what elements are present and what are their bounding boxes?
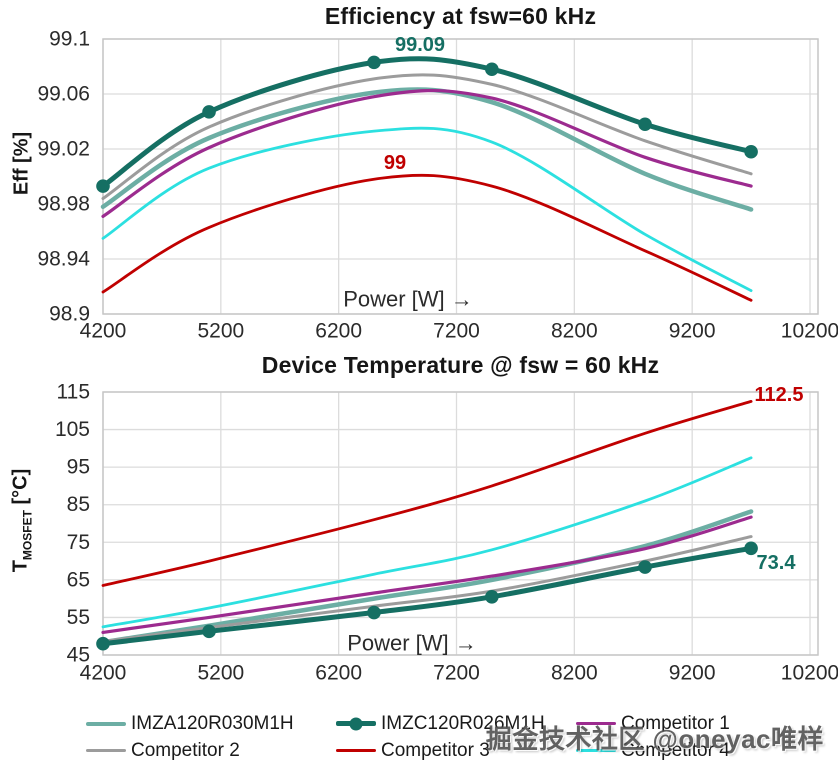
legend-item-imza120r030m1h: IMZA120R030M1H [86, 711, 336, 736]
series-line-competitor-1 [101, 515, 753, 635]
y-tick-label: 115 [57, 381, 90, 404]
y-tick-label: 95 [67, 456, 90, 479]
series-marker [744, 144, 758, 159]
x-tick-label: 7200 [433, 662, 480, 685]
x-tick-label: 9200 [669, 320, 716, 343]
y-tick-label: 85 [67, 493, 90, 516]
y-tick-label: 105 [55, 418, 90, 441]
y-tick-label: 45 [67, 644, 90, 667]
y-tick-label: 55 [67, 606, 90, 629]
legend-item-competitor-2: Competitor 2 [86, 738, 336, 763]
y-tick-label: 75 [67, 531, 90, 554]
x-tick-label: 5200 [197, 320, 244, 343]
x-tick-label: 5200 [197, 662, 244, 685]
temperature-chart-title: Device Temperature @ fsw = 60 kHz [261, 352, 660, 378]
series-line-competitor-1 [101, 88, 753, 218]
legend-swatch-competitor-2 [86, 749, 126, 752]
legend-marker-dot [349, 717, 363, 730]
x-tick-label: 6200 [315, 320, 362, 343]
y-tick-label: 98.98 [37, 193, 90, 216]
legend-label: Competitor 4 [621, 739, 730, 761]
annotation-99: 99 [384, 152, 406, 174]
series-marker [367, 55, 381, 70]
y-tick-label: 99.06 [37, 83, 90, 106]
x-tick-label: 6200 [315, 662, 362, 685]
annotation-73.4: 73.4 [757, 552, 797, 574]
legend-swatch-imzc [336, 717, 376, 730]
y-tick-label: 99.1 [49, 28, 90, 51]
x-tick-label: 10200 [781, 320, 838, 343]
legend-label: Competitor 1 [621, 712, 730, 734]
series-line-competitor-4 [101, 126, 753, 292]
series-line-competitor-2 [101, 73, 753, 200]
legend-swatch-competitor-1 [576, 722, 616, 725]
legend-swatch-imza [86, 721, 126, 726]
series-line-competitor-2 [101, 535, 753, 643]
y-tick-label: 65 [67, 568, 90, 591]
y-tick-label: 98.94 [37, 248, 90, 271]
watermark: 掘金技术社区 @oneyac唯样 [485, 724, 824, 754]
series-marker [485, 62, 499, 77]
legend: IMZA120R030M1H IMZC120R026M1H Competitor… [86, 711, 811, 763]
y-tick-label: 99.02 [37, 138, 90, 161]
x-tick-label: 10200 [781, 662, 838, 685]
series-marker [202, 624, 216, 639]
x-tick-label: 8200 [551, 662, 598, 685]
x-tick-label: 4200 [80, 320, 127, 343]
legend-label: Competitor 3 [381, 739, 490, 761]
series-marker [96, 179, 110, 193]
efficiency-y-axis-label: Eff [%] [10, 131, 33, 196]
plot-border [102, 391, 819, 656]
plot-border [102, 38, 819, 315]
temperature-plot: 4200 5200 6200 7200 8200 9200 10200 115 105 95 85 7… [55, 381, 838, 685]
legend-label: Competitor 2 [131, 739, 240, 761]
series-line-imzc120r026m1h [100, 56, 754, 189]
legend-swatch-competitor-4 [576, 749, 616, 752]
legend-item-competitor-4: Competitor 4 [576, 738, 811, 763]
series-marker [485, 589, 499, 604]
series-marker [96, 636, 110, 651]
series-marker [367, 605, 381, 620]
series-line-competitor-4 [101, 456, 753, 629]
x-tick-label: 7200 [433, 320, 480, 343]
legend-item-imzc120r026m1h: IMZC120R026M1H [336, 711, 576, 736]
legend-label: IMZC120R026M1H [381, 712, 545, 734]
series-line-competitor-3 [101, 400, 753, 587]
series-marker [638, 560, 652, 574]
series-marker [638, 117, 652, 132]
x-tick-label: 8200 [551, 320, 598, 343]
temperature-y-axis-label: TMOSFET [°C] [9, 468, 35, 573]
efficiency-chart-title: Efficiency at fsw=60 kHz [324, 3, 597, 29]
annotation-99.09: 99.09 [395, 34, 445, 56]
series-marker [202, 105, 216, 119]
power-axis-label: Power [W] → [343, 287, 473, 312]
legend-label: IMZA120R030M1H [131, 712, 294, 734]
legend-item-competitor-1: Competitor 1 [576, 711, 811, 736]
x-tick-label: 9200 [669, 662, 716, 685]
series-line-imza120r030m1h [100, 509, 754, 645]
legend-item-competitor-3: Competitor 3 [336, 738, 576, 763]
efficiency-plot: 4200 5200 6200 7200 8200 9200 10200 99.1 99.06 99… [37, 28, 838, 343]
legend-swatch-competitor-3 [336, 749, 376, 752]
series-line-competitor-3 [101, 173, 753, 302]
power-axis-label: Power [W] → [347, 631, 477, 656]
x-tick-label: 4200 [80, 662, 127, 685]
series-marker [744, 541, 758, 556]
y-tick-label: 98.9 [49, 303, 90, 326]
annotation-112.5: 112.5 [755, 384, 804, 406]
